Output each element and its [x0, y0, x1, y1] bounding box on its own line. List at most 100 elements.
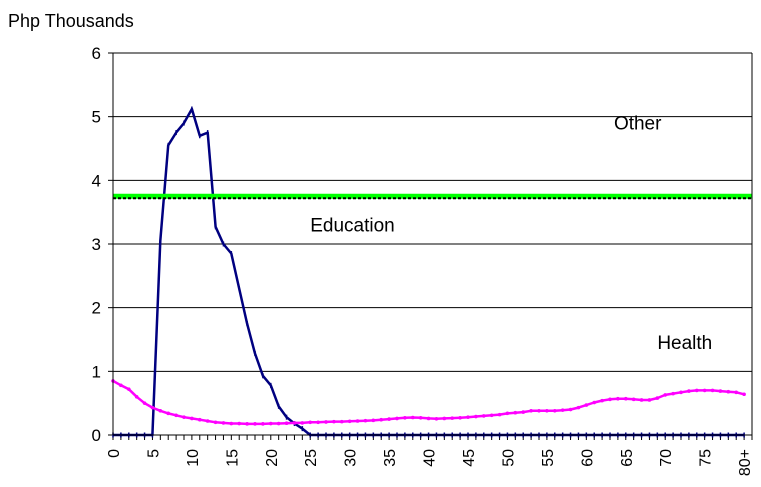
- data-point: [694, 388, 699, 393]
- y-tick-label: 6: [92, 44, 101, 63]
- data-point: [679, 390, 683, 395]
- x-tick-label: 30: [343, 449, 360, 467]
- data-point: [560, 408, 565, 412]
- data-point: [403, 416, 407, 420]
- data-point: [426, 416, 431, 421]
- data-point: [489, 413, 494, 418]
- x-tick-label: 35: [382, 449, 399, 467]
- x-tick-label: 65: [619, 449, 636, 467]
- y-tick-label: 3: [92, 235, 101, 254]
- x-tick-label: 45: [461, 449, 478, 467]
- data-point: [726, 389, 731, 394]
- x-tick-label: 55: [540, 449, 557, 467]
- annotations: Other Education Health: [310, 113, 712, 354]
- data-point: [552, 409, 557, 413]
- data-point: [308, 420, 313, 425]
- y-axis-ticks: 0 1 2 3 4 5 6: [92, 44, 113, 445]
- data-point: [521, 410, 526, 414]
- data-point: [142, 401, 147, 405]
- data-point: [253, 422, 257, 426]
- y-tick-label: 1: [92, 362, 101, 381]
- data-point: [300, 421, 305, 425]
- data-point: [481, 414, 486, 418]
- data-point: [647, 398, 652, 402]
- data-point: [623, 396, 628, 401]
- data-point: [213, 420, 218, 425]
- data-point: [387, 417, 391, 421]
- data-point: [505, 411, 510, 416]
- data-point: [332, 419, 336, 424]
- y-tick-label: 5: [92, 108, 101, 127]
- data-point: [347, 419, 352, 424]
- x-tick-label: 0: [106, 449, 123, 458]
- data-point: [119, 383, 123, 388]
- data-point: [379, 417, 384, 422]
- data-point: [245, 422, 249, 426]
- data-point: [339, 419, 344, 424]
- x-tick-label: 80+: [737, 449, 754, 476]
- data-point: [616, 396, 620, 401]
- data-point: [229, 421, 234, 426]
- series-health: [111, 379, 746, 426]
- annotation-label: Health: [657, 333, 712, 354]
- y-axis-label: Php Thousands: [8, 11, 134, 31]
- series-layer: [111, 106, 752, 438]
- data-point: [663, 393, 668, 397]
- data-point: [182, 415, 186, 419]
- x-tick-label: 25: [303, 449, 320, 467]
- data-point: [284, 421, 289, 426]
- data-point: [671, 391, 675, 396]
- data-point: [418, 416, 423, 420]
- data-point: [655, 396, 660, 400]
- data-point: [600, 398, 604, 403]
- data-point: [742, 392, 746, 397]
- data-point: [197, 417, 202, 422]
- data-point: [734, 390, 739, 395]
- data-point: [126, 387, 131, 391]
- x-tick-label: 50: [500, 449, 517, 467]
- data-point: [158, 409, 163, 413]
- data-point: [371, 418, 376, 423]
- data-point: [237, 421, 242, 426]
- y-tick-label: 2: [92, 299, 101, 318]
- data-point: [568, 407, 573, 412]
- data-point: [545, 409, 549, 413]
- y-tick-label: 0: [92, 426, 101, 445]
- x-tick-label: 20: [264, 449, 281, 467]
- data-point: [324, 420, 328, 424]
- data-point: [174, 413, 178, 418]
- data-point: [474, 414, 478, 419]
- data-point: [442, 416, 447, 421]
- data-point: [261, 422, 265, 426]
- data-point: [395, 416, 399, 421]
- data-point: [466, 415, 470, 419]
- data-point: [537, 409, 541, 413]
- data-point: [450, 416, 455, 420]
- data-point: [497, 412, 502, 417]
- series-education: [112, 106, 745, 438]
- data-point: [355, 419, 360, 423]
- data-point: [363, 418, 368, 423]
- data-point: [268, 421, 273, 426]
- y-tick-label: 4: [92, 171, 101, 190]
- x-tick-label: 75: [698, 449, 715, 467]
- data-point: [608, 397, 612, 402]
- data-point: [458, 416, 462, 420]
- data-point: [513, 410, 518, 415]
- data-point: [205, 419, 210, 423]
- annotation-label: Education: [310, 215, 395, 236]
- x-tick-label: 15: [224, 449, 241, 467]
- data-point: [702, 388, 707, 393]
- data-point: [316, 420, 320, 425]
- x-tick-label: 40: [422, 449, 439, 467]
- data-point: [631, 397, 636, 402]
- x-tick-label: 10: [185, 449, 202, 467]
- data-point: [434, 416, 439, 421]
- data-point: [190, 416, 194, 421]
- data-point: [710, 388, 715, 393]
- data-point: [576, 405, 581, 410]
- x-axis-ticks: 0 5 10 15 20 25 30 35 40 45 50 55 60 65 70 75 80+: [106, 435, 754, 476]
- x-tick-label: 70: [658, 449, 675, 467]
- data-point: [134, 395, 139, 399]
